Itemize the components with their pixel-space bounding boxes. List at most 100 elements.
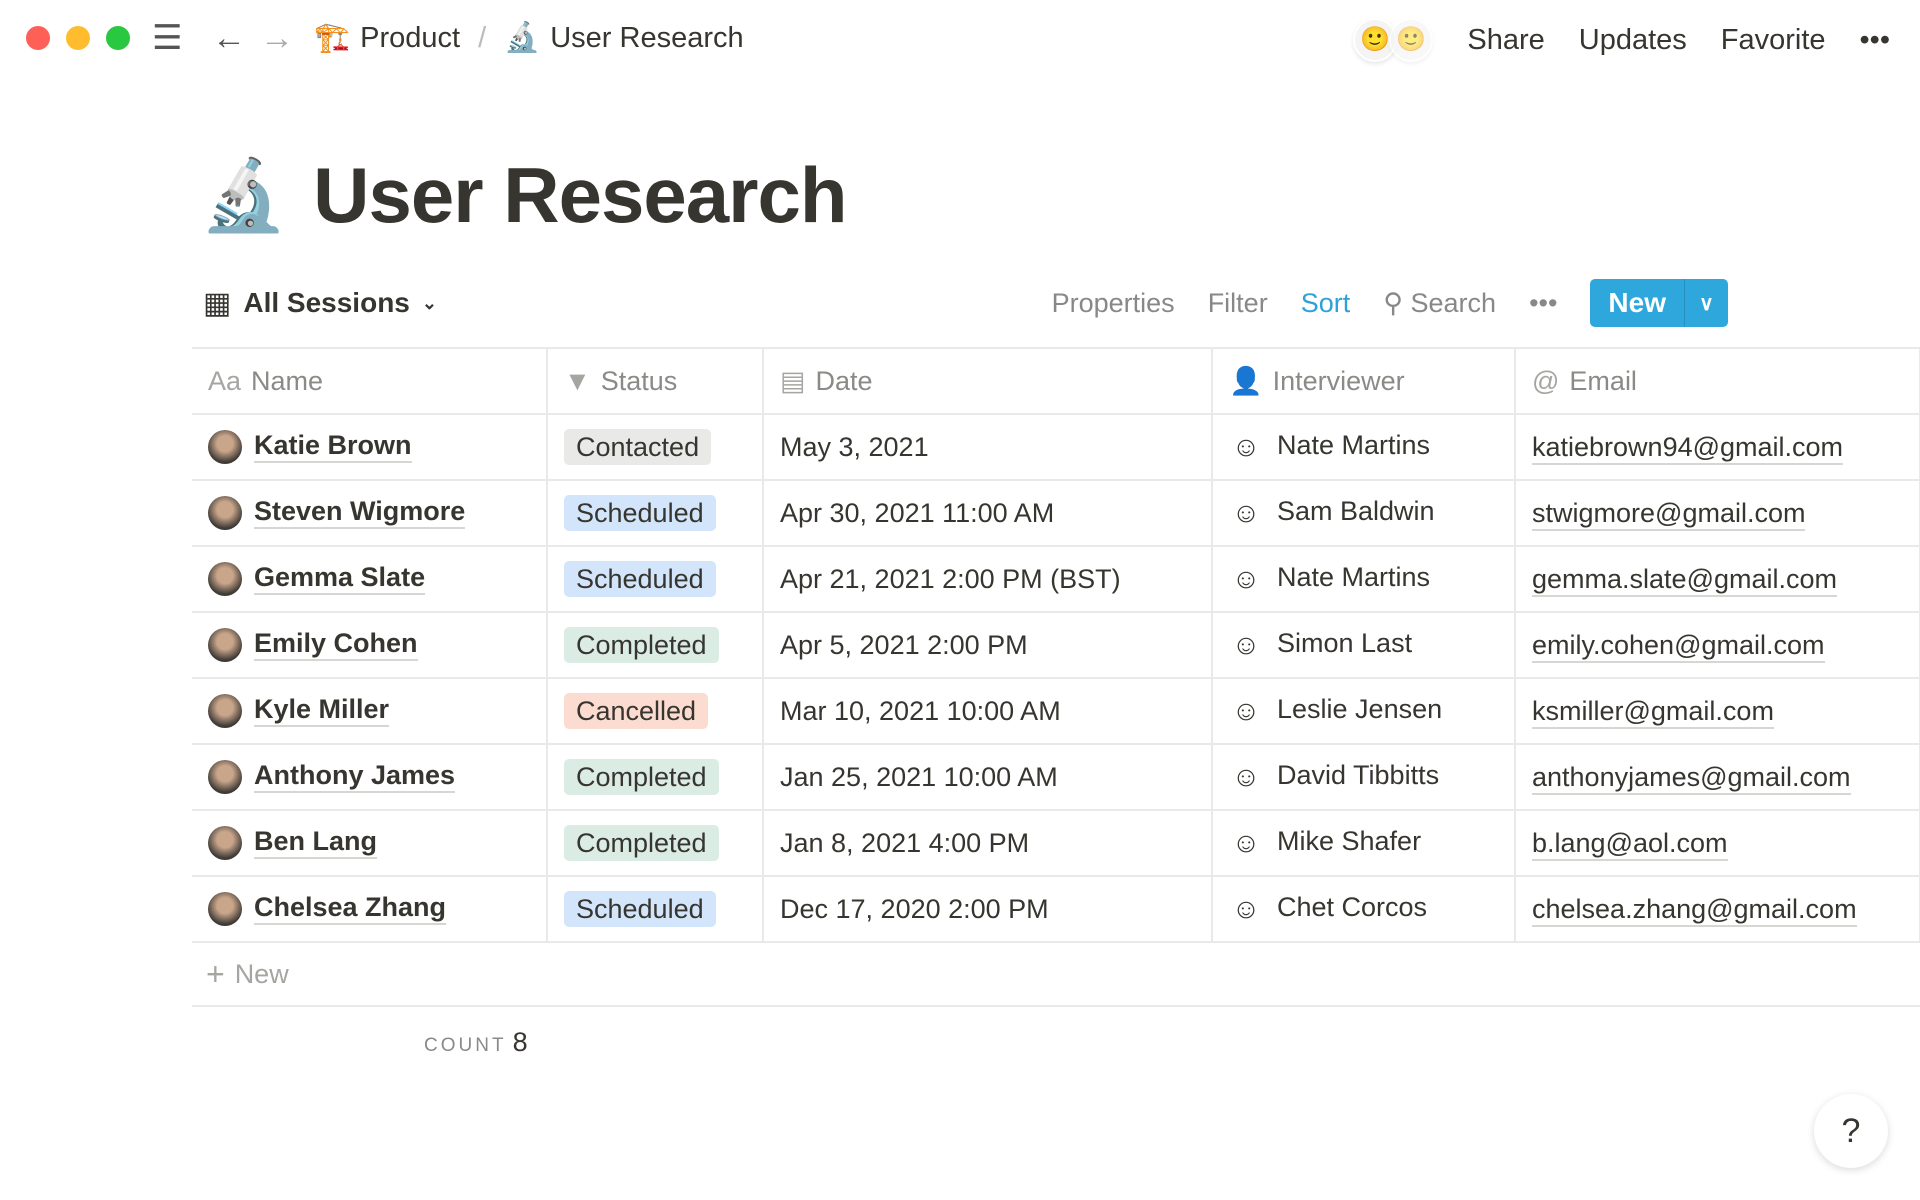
page-title[interactable]: User Research xyxy=(313,151,847,239)
row-name-link[interactable]: Gemma Slate xyxy=(254,562,426,596)
status-cell[interactable]: Cancelled xyxy=(547,677,764,744)
name-cell[interactable]: Anthony James xyxy=(192,743,548,810)
column-header-date[interactable]: ▤ Date xyxy=(763,347,1213,414)
table-row[interactable]: Anthony James Completed Jan 25, 2021 10:… xyxy=(192,743,1920,810)
table-row[interactable]: Gemma Slate Scheduled Apr 21, 2021 2:00 … xyxy=(192,545,1920,612)
column-header-name[interactable]: Aa Name xyxy=(192,347,548,414)
properties-button[interactable]: Properties xyxy=(1051,287,1175,318)
forward-arrow-icon[interactable]: → xyxy=(260,19,294,57)
table-row[interactable]: Ben Lang Completed Jan 8, 2021 4:00 PM ☺… xyxy=(192,809,1920,876)
interviewer-cell[interactable]: ☺ Simon Last xyxy=(1212,611,1516,678)
search-button[interactable]: ⚲ Search xyxy=(1383,288,1496,319)
date-cell[interactable]: Jan 25, 2021 10:00 AM xyxy=(763,743,1213,810)
date-cell[interactable]: Jan 8, 2021 4:00 PM xyxy=(763,809,1213,876)
menu-icon[interactable]: ☰ xyxy=(152,19,183,57)
status-cell[interactable]: Completed xyxy=(547,611,764,678)
email-cell[interactable]: katiebrown94@gmail.com xyxy=(1515,413,1920,480)
date-cell[interactable]: May 3, 2021 xyxy=(763,413,1213,480)
table-row[interactable]: Chelsea Zhang Scheduled Dec 17, 2020 2:0… xyxy=(192,875,1920,943)
status-cell[interactable]: Scheduled xyxy=(547,545,764,612)
name-cell[interactable]: Gemma Slate xyxy=(192,545,548,612)
email-cell[interactable]: emily.cohen@gmail.com xyxy=(1515,611,1920,678)
breadcrumb-user-research[interactable]: User Research xyxy=(550,22,744,54)
status-cell[interactable]: Contacted xyxy=(547,413,764,480)
minimize-window-button[interactable] xyxy=(66,26,90,50)
date-cell[interactable]: Apr 21, 2021 2:00 PM (BST) xyxy=(763,545,1213,612)
new-button[interactable]: New xyxy=(1608,287,1666,318)
name-cell[interactable]: Kyle Miller xyxy=(192,677,548,744)
avatar xyxy=(208,496,242,530)
date-cell[interactable]: Apr 30, 2021 11:00 AM xyxy=(763,479,1213,546)
date-cell[interactable]: Dec 17, 2020 2:00 PM xyxy=(763,875,1213,943)
view-selector[interactable]: ▦ All Sessions ⌄ xyxy=(203,286,437,321)
updates-button[interactable]: Updates xyxy=(1578,24,1687,56)
close-window-button[interactable] xyxy=(26,26,50,50)
top-bar: ☰ ← → 🏗️ Product / 🔬 User Research 🙂 🙂 S… xyxy=(0,0,1920,76)
date-cell[interactable]: Mar 10, 2021 10:00 AM xyxy=(763,677,1213,744)
status-cell[interactable]: Completed xyxy=(547,809,764,876)
more-options-button[interactable]: ••• xyxy=(1859,24,1890,56)
add-new-row-button[interactable]: + New xyxy=(192,943,1920,1007)
email-cell[interactable]: anthonyjames@gmail.com xyxy=(1515,743,1920,810)
email-link[interactable]: b.lang@aol.com xyxy=(1532,827,1728,861)
column-header-email[interactable]: @ Email xyxy=(1515,347,1920,414)
name-cell[interactable]: Emily Cohen xyxy=(192,611,548,678)
new-row-label: New xyxy=(234,958,289,989)
back-arrow-icon[interactable]: ← xyxy=(212,19,246,57)
row-name-link[interactable]: Kyle Miller xyxy=(254,694,390,728)
sort-button[interactable]: Sort xyxy=(1300,287,1351,318)
name-cell[interactable]: Ben Lang xyxy=(192,809,548,876)
favorite-button[interactable]: Favorite xyxy=(1720,24,1826,56)
column-header-interviewer[interactable]: 👤 Interviewer xyxy=(1212,347,1516,414)
email-link[interactable]: gemma.slate@gmail.com xyxy=(1532,563,1838,597)
name-cell[interactable]: Katie Brown xyxy=(192,413,548,480)
name-cell[interactable]: Steven Wigmore xyxy=(192,479,548,546)
table-row[interactable]: Emily Cohen Completed Apr 5, 2021 2:00 P… xyxy=(192,611,1920,678)
date-cell[interactable]: Apr 5, 2021 2:00 PM xyxy=(763,611,1213,678)
email-cell[interactable]: ksmiller@gmail.com xyxy=(1515,677,1920,744)
interviewer-cell[interactable]: ☺ Nate Martins xyxy=(1212,545,1516,612)
table-row[interactable]: Steven Wigmore Scheduled Apr 30, 2021 11… xyxy=(192,479,1920,546)
column-header-status[interactable]: ▼ Status xyxy=(547,347,764,414)
interviewer-cell[interactable]: ☺ Mike Shafer xyxy=(1212,809,1516,876)
help-button[interactable]: ? xyxy=(1814,1094,1888,1168)
interviewer-cell[interactable]: ☺ Chet Corcos xyxy=(1212,875,1516,943)
avatar: ☺ xyxy=(1231,497,1261,528)
share-button[interactable]: Share xyxy=(1467,24,1545,56)
count-summary[interactable]: COUNT 8 xyxy=(424,1027,528,1058)
email-cell[interactable]: b.lang@aol.com xyxy=(1515,809,1920,876)
status-cell[interactable]: Scheduled xyxy=(547,875,764,943)
row-name-link[interactable]: Emily Cohen xyxy=(254,628,418,662)
email-cell[interactable]: gemma.slate@gmail.com xyxy=(1515,545,1920,612)
more-view-options-button[interactable]: ••• xyxy=(1529,287,1558,318)
interviewer-cell[interactable]: ☺ David Tibbitts xyxy=(1212,743,1516,810)
email-link[interactable]: stwigmore@gmail.com xyxy=(1532,497,1806,531)
microscope-icon[interactable]: 🔬 xyxy=(200,155,288,234)
email-cell[interactable]: chelsea.zhang@gmail.com xyxy=(1515,875,1920,943)
row-name-link[interactable]: Ben Lang xyxy=(254,826,378,860)
collaborator-avatars[interactable]: 🙂 🙂 xyxy=(1353,18,1434,62)
row-name-link[interactable]: Katie Brown xyxy=(254,430,412,464)
status-cell[interactable]: Completed xyxy=(547,743,764,810)
table-row[interactable]: Kyle Miller Cancelled Mar 10, 2021 10:00… xyxy=(192,677,1920,744)
interviewer-cell[interactable]: ☺ Nate Martins xyxy=(1212,413,1516,480)
email-link[interactable]: emily.cohen@gmail.com xyxy=(1532,629,1825,663)
name-cell[interactable]: Chelsea Zhang xyxy=(192,875,548,943)
new-dropdown-button[interactable]: ∨ xyxy=(1684,279,1728,327)
breadcrumb-product[interactable]: Product xyxy=(360,22,461,54)
status-cell[interactable]: Scheduled xyxy=(547,479,764,546)
email-link[interactable]: chelsea.zhang@gmail.com xyxy=(1532,893,1857,927)
row-name-link[interactable]: Chelsea Zhang xyxy=(254,892,447,926)
email-link[interactable]: ksmiller@gmail.com xyxy=(1532,695,1774,729)
row-name-link[interactable]: Anthony James xyxy=(254,760,456,794)
status-property-icon: ▼ xyxy=(564,365,591,396)
interviewer-cell[interactable]: ☺ Sam Baldwin xyxy=(1212,479,1516,546)
email-link[interactable]: anthonyjames@gmail.com xyxy=(1532,761,1851,795)
email-cell[interactable]: stwigmore@gmail.com xyxy=(1515,479,1920,546)
filter-button[interactable]: Filter xyxy=(1207,287,1268,318)
maximize-window-button[interactable] xyxy=(106,26,130,50)
email-link[interactable]: katiebrown94@gmail.com xyxy=(1532,431,1844,465)
row-name-link[interactable]: Steven Wigmore xyxy=(254,496,466,530)
interviewer-cell[interactable]: ☺ Leslie Jensen xyxy=(1212,677,1516,744)
table-row[interactable]: Katie Brown Contacted May 3, 2021 ☺ Nate … xyxy=(192,413,1920,480)
